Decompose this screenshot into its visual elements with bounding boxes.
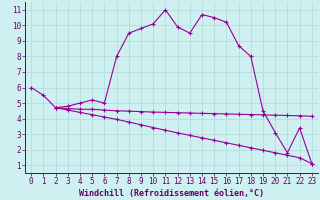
X-axis label: Windchill (Refroidissement éolien,°C): Windchill (Refroidissement éolien,°C) [79,189,264,198]
